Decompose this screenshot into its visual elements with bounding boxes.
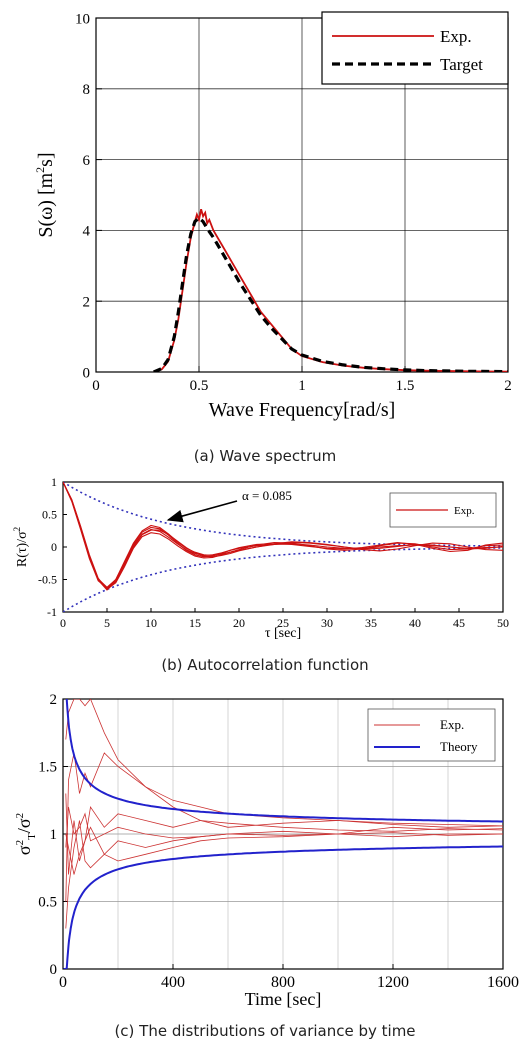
chart-autocorrelation: 0 5 10 15 20 25 30 35 40 45 50 -1 -0.5 0 0.5 1 Exp. α = 0… xyxy=(12,475,509,674)
b-x-tick-label: 35 xyxy=(365,616,377,630)
b-x-tick-label: 30 xyxy=(321,616,333,630)
a-y-tick-label: 0 xyxy=(83,365,91,381)
chart-variance-distribution: 0 400 800 1200 1600 0 0.5 1 1.5 2 Exp. Theory Time [… xyxy=(14,692,519,1040)
b-y-tick-label: -0.5 xyxy=(38,573,57,587)
a-x-axis-label: Wave Frequency[rad/s] xyxy=(209,399,396,421)
b-annotation-arrow xyxy=(166,500,238,523)
a-y-tick-label: 8 xyxy=(83,82,91,98)
b-x-tick-label: 10 xyxy=(145,616,157,630)
b-x-axis-label: τ [sec] xyxy=(265,626,301,641)
b-annotation-text: α = 0.085 xyxy=(242,488,292,503)
b-caption: (b) Autocorrelation function xyxy=(161,656,368,674)
chart-wave-spectrum: 0 0.5 1 1.5 2 0 2 4 6 8 10 Exp. Target Wave Frequency… xyxy=(33,11,512,465)
b-series-line-3 xyxy=(63,482,503,591)
b-x-tick-label: 5 xyxy=(104,616,110,630)
c-x-tick-label: 1200 xyxy=(377,974,409,991)
c-y-tick-label: 0 xyxy=(50,962,58,978)
c-legend-box xyxy=(367,708,496,762)
a-caption: (a) Wave spectrum xyxy=(194,447,337,465)
a-y-tick-label: 2 xyxy=(83,294,91,310)
c-y-tick-label: 1.5 xyxy=(38,760,57,776)
c-x-tick-label: 0 xyxy=(59,974,67,991)
c-caption: (c) The distributions of variance by tim… xyxy=(114,1022,415,1040)
c-series-line-2 xyxy=(65,699,503,827)
a-x-tick-label: 0 xyxy=(92,378,100,394)
b-x-tick-label: 20 xyxy=(233,616,245,630)
c-legend-label-exp: Exp. xyxy=(440,717,464,732)
c-theory-lower xyxy=(63,845,503,969)
a-y-axis-label: S(ω) [m2s] xyxy=(33,152,57,237)
c-series-line-0 xyxy=(65,793,503,875)
a-y-tick-label: 6 xyxy=(83,153,91,169)
b-series-line-4 xyxy=(63,482,503,589)
a-x-tick-label: 2 xyxy=(504,378,512,394)
b-x-tick-label: 50 xyxy=(497,616,509,630)
a-legend-box xyxy=(321,11,509,85)
b-y-tick-label: 1 xyxy=(51,475,57,489)
c-series-line-4 xyxy=(65,826,503,875)
a-legend-label-1: Target xyxy=(440,55,483,74)
b-x-tick-label: 15 xyxy=(189,616,201,630)
c-x-tick-label: 400 xyxy=(161,974,185,991)
c-x-tick-label: 1600 xyxy=(487,974,519,991)
a-series-line-1 xyxy=(153,215,508,372)
b-x-tick-label: 45 xyxy=(453,616,465,630)
c-legend-label-theory: Theory xyxy=(440,739,478,754)
a-x-tick-label: 0.5 xyxy=(190,378,209,394)
b-x-tick-label: 0 xyxy=(60,616,66,630)
c-y-tick-label: 0.5 xyxy=(38,895,57,911)
c-theory-upper xyxy=(65,699,503,823)
a-series-line-0 xyxy=(153,208,508,372)
b-x-tick-label: 40 xyxy=(409,616,421,630)
b-y-tick-label: 0 xyxy=(51,540,57,554)
c-series-line-5 xyxy=(65,806,503,848)
c-y-tick-label: 2 xyxy=(50,692,58,708)
a-x-tick-label: 1 xyxy=(298,378,306,394)
a-y-tick-label: 4 xyxy=(83,224,91,240)
c-x-tick-label: 800 xyxy=(271,974,295,991)
b-y-tick-label: -1 xyxy=(47,605,57,619)
c-x-axis-label: Time [sec] xyxy=(245,989,322,1009)
b-x-tick-label: 25 xyxy=(277,616,289,630)
c-y-tick-label: 1 xyxy=(50,827,58,843)
a-x-tick-label: 1.5 xyxy=(396,378,415,394)
b-envelope-lower xyxy=(63,547,503,612)
c-y-axis-label: σ2T/σ2 xyxy=(14,813,38,855)
b-legend-label: Exp. xyxy=(454,505,475,517)
a-y-tick-label: 10 xyxy=(75,11,90,27)
a-legend-label-0: Exp. xyxy=(440,27,472,46)
b-y-tick-label: 0.5 xyxy=(42,508,57,522)
b-y-axis-label: R(τ)/σ2 xyxy=(12,527,30,567)
